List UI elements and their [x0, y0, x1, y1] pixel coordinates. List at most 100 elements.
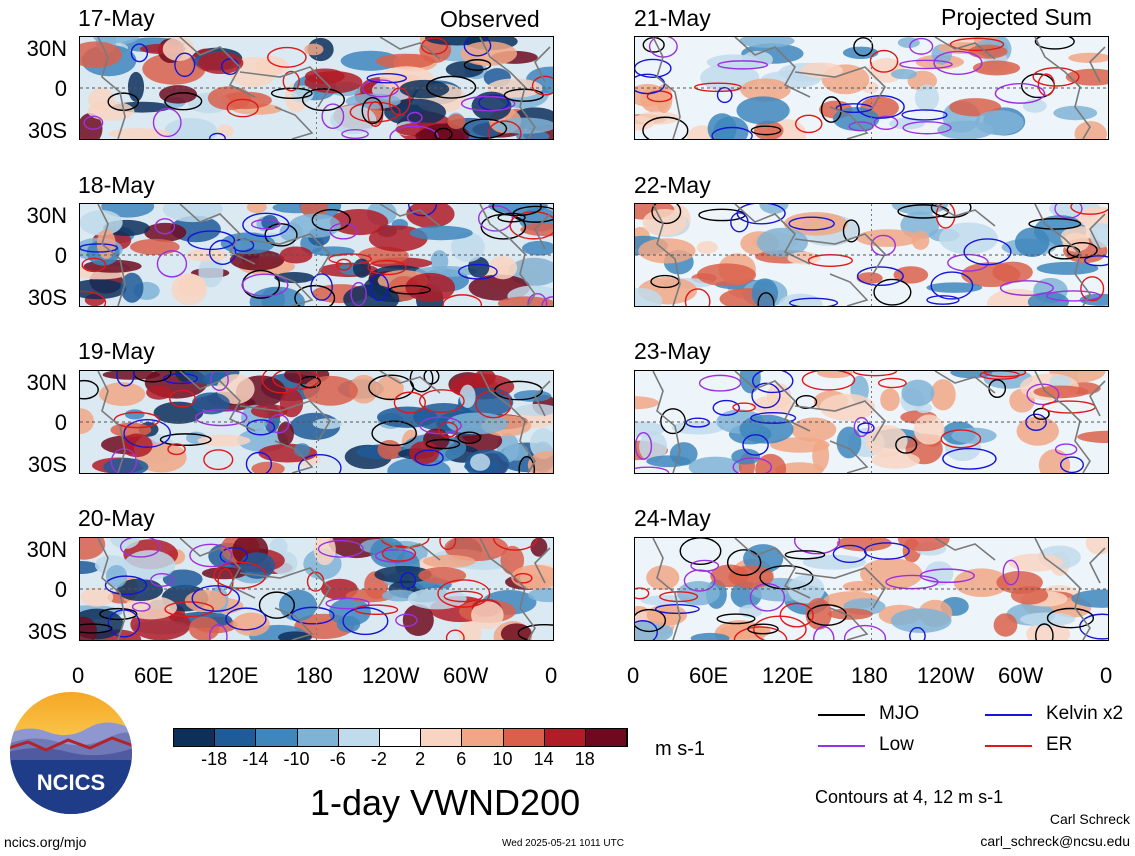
- contour: [350, 281, 367, 306]
- coastline: [1034, 204, 1091, 306]
- contour: [1080, 276, 1105, 302]
- field-blob: [787, 251, 821, 265]
- field-blob: [930, 379, 956, 411]
- field-blob: [1010, 586, 1049, 605]
- coastline: [1034, 37, 1091, 139]
- field-blob: [775, 462, 824, 473]
- field-blob: [1053, 105, 1098, 121]
- contour: [113, 411, 160, 429]
- field-blob: [671, 421, 724, 435]
- contour: [462, 118, 508, 139]
- coastline: [97, 538, 126, 640]
- field-blob: [639, 430, 668, 463]
- colorbar-swatch: [256, 729, 298, 746]
- contour: [1054, 443, 1078, 456]
- field-blob: [926, 282, 983, 293]
- contour: [788, 216, 835, 231]
- field-blob: [951, 427, 997, 444]
- field-blob: [80, 210, 123, 236]
- colorbar-tick-label: -18: [201, 749, 228, 769]
- colorbar-tick-label: -14: [242, 749, 269, 769]
- map-panel-observed-3: [79, 370, 554, 474]
- contour: [104, 575, 148, 596]
- field-blob: [217, 124, 234, 138]
- colorbar-units: m s-1: [655, 738, 705, 760]
- contour: [794, 114, 823, 134]
- contour: [909, 37, 934, 55]
- contour: [712, 399, 740, 416]
- contour: [717, 60, 769, 70]
- field-blob: [842, 46, 879, 59]
- figure-title: 1-day VWND200: [310, 782, 581, 823]
- contour: [409, 371, 434, 393]
- field-blob: [330, 105, 377, 135]
- field-blob: [897, 538, 950, 552]
- field-blob: [646, 565, 680, 591]
- contour: [328, 253, 372, 265]
- contour: [752, 371, 794, 394]
- contour: [460, 95, 516, 112]
- footer-site-link[interactable]: ncics.org/mjo: [4, 834, 87, 850]
- contour: [131, 601, 151, 612]
- contour: [210, 371, 229, 391]
- contour: [1054, 204, 1083, 219]
- coastline: [179, 371, 256, 432]
- contour: [258, 591, 295, 619]
- field-blob: [974, 110, 1024, 136]
- colorbar-swatch: [544, 729, 586, 746]
- field-blob: [741, 50, 773, 69]
- field-blob: [80, 408, 95, 435]
- contour: [779, 602, 814, 628]
- contour: [901, 109, 948, 121]
- map-panel-projected-1: [634, 36, 1109, 140]
- contour: [651, 204, 682, 225]
- panel-date-label: 19-May: [78, 338, 155, 364]
- field-blob: [313, 538, 336, 566]
- panel-date-label: 17-May: [78, 5, 155, 31]
- contour: [801, 371, 856, 391]
- contour: [659, 591, 699, 603]
- field-blob: [638, 238, 696, 264]
- contour: [80, 290, 107, 306]
- lat-label-30s: 30S: [27, 118, 67, 143]
- field-blob: [528, 587, 553, 603]
- contour: [80, 379, 99, 400]
- colorbar-tick-label: 18: [574, 749, 595, 769]
- field-blob: [802, 554, 866, 570]
- field-blob: [445, 61, 484, 78]
- contour: [369, 274, 390, 302]
- colorbar-swatch: [215, 729, 257, 746]
- panel-date-label: 18-May: [78, 172, 155, 198]
- lon-label: 60E: [134, 663, 174, 688]
- field-blob: [376, 53, 435, 69]
- field-blob: [197, 434, 251, 447]
- contour: [395, 613, 418, 627]
- coastline: [1089, 547, 1106, 584]
- contour: [635, 466, 670, 473]
- contour: [716, 87, 733, 104]
- field-blob: [117, 578, 163, 602]
- contour: [807, 254, 853, 267]
- contour: [463, 37, 492, 57]
- ncics-logo[interactable]: NCICS: [8, 690, 134, 816]
- field-blob: [817, 371, 853, 379]
- contour: [789, 297, 839, 306]
- contour: [381, 545, 417, 562]
- coastline: [734, 371, 811, 432]
- field-blob: [635, 115, 655, 131]
- field-blob: [503, 443, 529, 461]
- contour: [80, 623, 113, 634]
- field-blob: [405, 272, 456, 302]
- footer-email[interactable]: carl_schreck@ncsu.edu: [980, 833, 1130, 849]
- coastline: [97, 371, 126, 473]
- coastline: [239, 66, 332, 108]
- field-blob: [1077, 430, 1108, 444]
- contour: [749, 583, 786, 612]
- coastline: [534, 46, 551, 83]
- lon-label: 120E: [762, 663, 814, 688]
- coastline: [479, 371, 536, 473]
- field-blob: [1090, 222, 1108, 248]
- field-blob: [953, 568, 1010, 597]
- contour: [368, 374, 415, 401]
- contour: [294, 284, 336, 306]
